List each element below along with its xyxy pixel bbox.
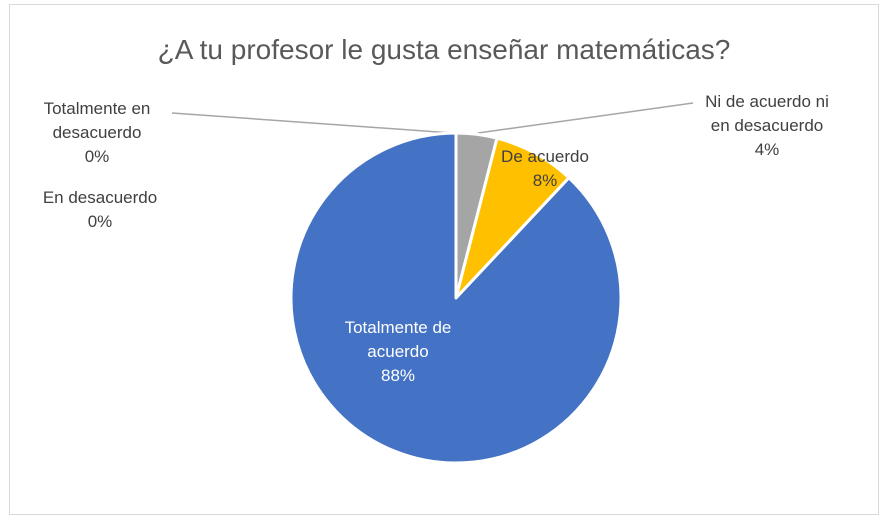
value-label: 8% — [532, 171, 558, 190]
data-label: De acuerdo 8% — [485, 145, 605, 193]
category-label: Totalmente de acuerdo — [344, 318, 452, 361]
leader-line — [171, 112, 453, 134]
category-label: Ni de acuerdo ni en desacuerdo — [705, 92, 829, 135]
data-label: Totalmente en desacuerdo 0% — [22, 97, 172, 169]
data-label: Ni de acuerdo ni en desacuerdo 4% — [697, 90, 837, 162]
value-label: 0% — [87, 212, 113, 231]
category-label: De acuerdo — [501, 147, 589, 166]
value-label: 0% — [84, 147, 110, 166]
category-label: Totalmente en desacuerdo — [43, 99, 151, 142]
value-label: 88% — [380, 366, 416, 385]
chart-title: ¿A tu profesor le gusta enseñar matemáti… — [157, 34, 731, 65]
category-label: En desacuerdo — [42, 188, 158, 207]
data-label: En desacuerdo 0% — [25, 186, 175, 234]
value-label: 4% — [754, 140, 780, 159]
data-label: Totalmente de acuerdo 88% — [328, 316, 468, 388]
leader-line — [477, 102, 694, 134]
pie-slice — [289, 131, 623, 465]
